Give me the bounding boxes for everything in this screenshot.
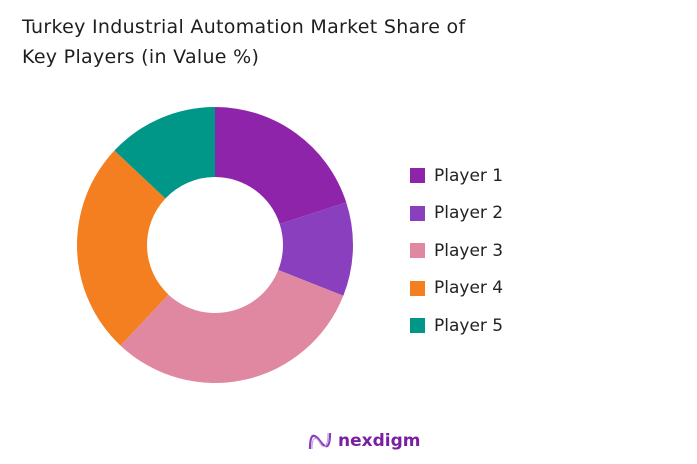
legend-item: Player 5 bbox=[410, 307, 503, 345]
legend-swatch bbox=[410, 168, 425, 184]
legend-item: Player 1 bbox=[410, 157, 503, 195]
brand-name: nexdigm bbox=[338, 431, 421, 451]
legend-item: Player 2 bbox=[410, 195, 503, 233]
legend-swatch bbox=[410, 205, 425, 221]
slice-player-4 bbox=[77, 150, 169, 346]
slice-player-1 bbox=[215, 107, 347, 224]
nexdigm-logo-icon bbox=[308, 432, 332, 450]
legend-swatch bbox=[410, 243, 425, 259]
legend-label: Player 2 bbox=[434, 203, 504, 224]
legend-label: Player 3 bbox=[434, 240, 504, 261]
chart-title: Turkey Industrial Automation Market Shar… bbox=[22, 16, 466, 68]
slice-player-3 bbox=[120, 270, 344, 383]
slice-player-5 bbox=[114, 107, 215, 199]
legend: Player 1 Player 2 Player 3 Player 4 Player 5 bbox=[410, 157, 503, 345]
legend-label: Player 1 bbox=[434, 165, 504, 186]
slice-player-2 bbox=[278, 202, 353, 296]
legend-label: Player 4 bbox=[434, 278, 504, 299]
legend-item: Player 4 bbox=[410, 270, 503, 308]
brand-logo: nexdigm bbox=[308, 431, 420, 451]
legend-swatch bbox=[410, 280, 425, 296]
legend-label: Player 5 bbox=[434, 315, 504, 336]
legend-swatch bbox=[410, 318, 425, 334]
legend-item: Player 3 bbox=[410, 232, 503, 270]
